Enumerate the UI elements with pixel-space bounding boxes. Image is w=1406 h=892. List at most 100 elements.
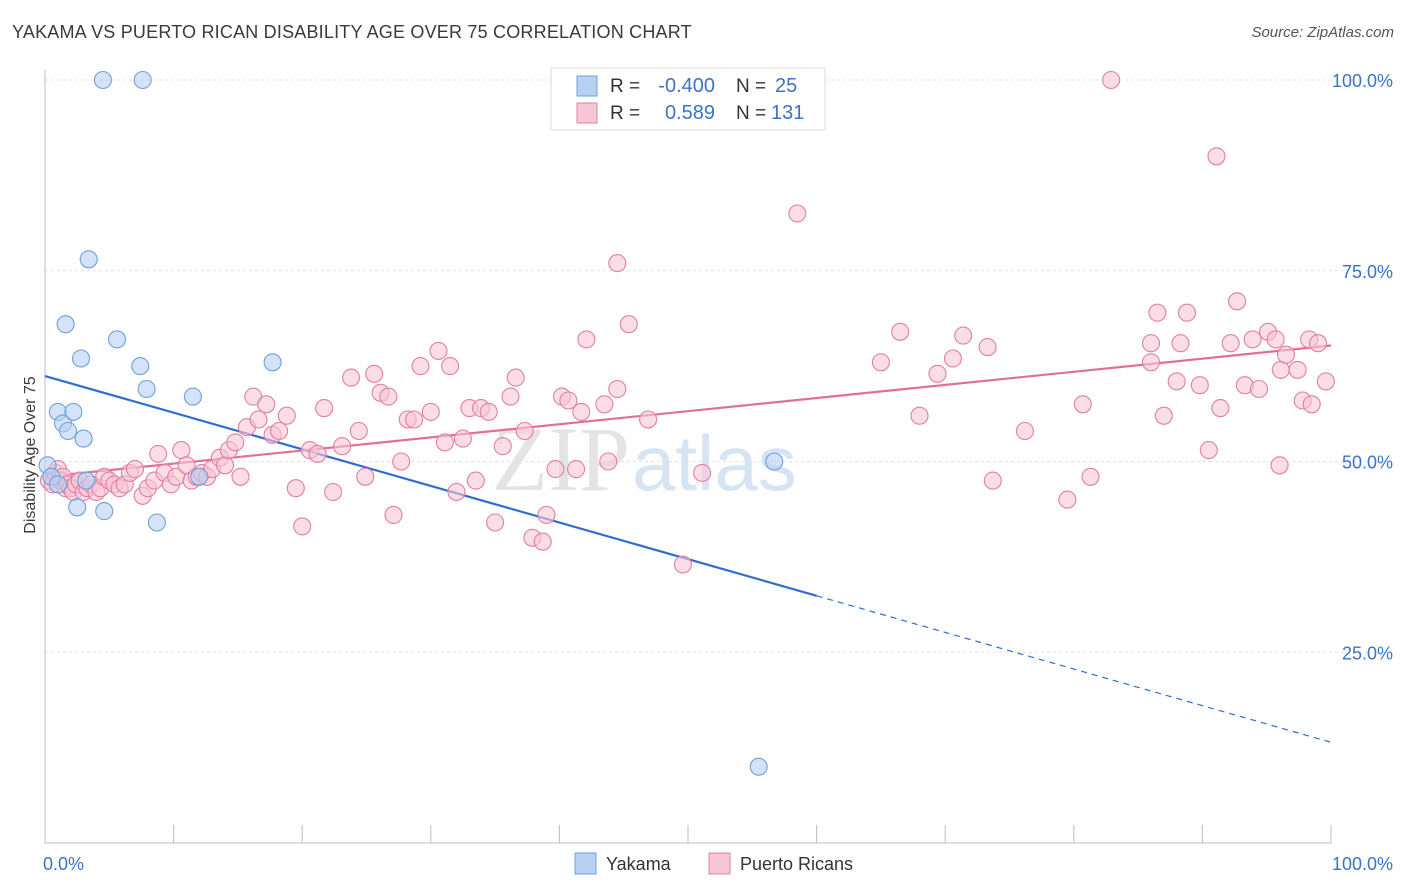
puerto-rican-point: [392, 452, 411, 471]
puerto-rican-point: [226, 433, 245, 452]
y-axis-label: Disability Age Over 75: [22, 376, 39, 534]
puerto-rican-point: [1167, 372, 1186, 391]
puerto-rican-point: [1141, 334, 1161, 353]
x-tick-labels: 0.0% 100.0%: [43, 854, 1393, 874]
puerto-rican-point: [466, 471, 485, 490]
yakama-point: [749, 757, 768, 776]
puerto-rican-point: [379, 387, 398, 406]
puerto-rican-point: [1102, 70, 1121, 90]
puerto-rican-point: [1141, 353, 1161, 372]
y-tick-label: 100.0%: [1332, 71, 1393, 91]
yakama-point: [263, 353, 282, 372]
puerto-rican-point: [1199, 441, 1218, 460]
puerto-rican-point: [1288, 360, 1307, 379]
grid-lines: [45, 79, 1393, 653]
puerto-rican-point: [608, 379, 627, 399]
puerto-rican-point: [928, 364, 947, 383]
puerto-rican-point: [333, 437, 352, 456]
puerto-rican-point: [639, 410, 658, 429]
puerto-rican-point: [349, 421, 368, 441]
puerto-rican-point: [405, 410, 424, 429]
y-tick-label: 25.0%: [1342, 643, 1393, 663]
stats-swatch-puerto-ricans: [576, 102, 598, 124]
x-tick-label: 0.0%: [43, 854, 84, 874]
puerto-rican-point: [149, 444, 168, 463]
yakama-point: [64, 402, 83, 421]
puerto-rican-point: [1171, 334, 1190, 353]
yakama-point: [147, 513, 166, 532]
stats-r-value-1: -0.400: [658, 75, 715, 97]
puerto-rican-point: [257, 395, 276, 414]
puerto-rican-point: [1058, 490, 1077, 509]
puerto-rican-trend-line: [44, 344, 1332, 478]
puerto-rican-point: [871, 353, 890, 372]
puerto-rican-point: [1266, 330, 1285, 349]
puerto-rican-point: [493, 437, 512, 456]
puerto-rican-point: [215, 456, 235, 475]
stats-n-value-1: 25: [775, 75, 797, 97]
yakama-point: [77, 471, 96, 490]
puerto-rican-point: [429, 341, 448, 360]
puerto-rican-point: [453, 429, 472, 448]
puerto-rican-point: [356, 467, 375, 486]
yakama-point: [71, 349, 91, 368]
puerto-rican-point: [249, 410, 268, 429]
yakama-trend-extension: [816, 595, 1332, 743]
puerto-rican-point: [1081, 467, 1100, 486]
puerto-rican-point: [788, 204, 807, 223]
yakama-point: [131, 357, 150, 376]
puerto-rican-point: [533, 532, 552, 551]
puerto-rican-point: [673, 555, 692, 574]
y-tick-label: 75.0%: [1342, 262, 1393, 282]
puerto-rican-point: [435, 433, 454, 452]
puerto-rican-point: [501, 387, 520, 406]
puerto-rican-point: [954, 326, 973, 345]
puerto-rican-point: [1302, 395, 1321, 414]
yakama-point: [93, 70, 112, 90]
puerto-rican-point: [342, 368, 361, 387]
puerto-rican-point: [277, 406, 296, 425]
stats-r-label-2: R =: [610, 103, 640, 124]
puerto-rican-point: [983, 471, 1002, 490]
puerto-rican-point: [1316, 372, 1335, 391]
puerto-rican-point: [411, 357, 430, 376]
puerto-rican-point: [910, 406, 929, 425]
puerto-rican-point: [1177, 303, 1197, 322]
puerto-rican-point: [1148, 303, 1167, 322]
yakama-point: [68, 498, 87, 517]
puerto-rican-point: [1276, 345, 1296, 364]
puerto-rican-point: [286, 479, 305, 498]
puerto-rican-point: [608, 254, 627, 273]
stats-n-label-2: N =: [736, 103, 766, 124]
puerto-rican-point: [293, 517, 312, 536]
puerto-rican-point: [1015, 421, 1034, 441]
legend-swatch-puerto-ricans: [708, 852, 731, 875]
puerto-rican-point: [1243, 330, 1262, 349]
puerto-rican-point: [1309, 334, 1328, 353]
puerto-rican-point: [506, 368, 525, 387]
puerto-rican-point: [1073, 395, 1092, 414]
stats-swatch-yakama: [576, 75, 598, 97]
yakama-point: [48, 475, 67, 494]
puerto-rican-point: [1211, 399, 1230, 418]
puerto-rican-point: [537, 505, 556, 524]
stats-n-label-1: N =: [736, 76, 766, 97]
yakama-point: [137, 379, 156, 399]
puerto-rican-point: [577, 330, 596, 349]
puerto-rican-point: [1207, 147, 1226, 166]
yakama-point: [107, 330, 127, 349]
puerto-rican-point: [308, 444, 327, 463]
puerto-rican-point: [567, 460, 586, 479]
legend-label-puerto-ricans: Puerto Ricans: [740, 854, 853, 874]
puerto-rican-point: [943, 349, 962, 368]
puerto-rican-point: [559, 391, 578, 410]
puerto-rican-point: [1154, 406, 1173, 425]
yakama-point: [79, 250, 98, 269]
puerto-rican-point: [1190, 376, 1209, 395]
puerto-rican-point: [421, 402, 440, 421]
puerto-rican-point: [572, 402, 591, 421]
stats-r-label-1: R =: [610, 76, 640, 97]
yakama-point: [56, 315, 75, 334]
stats-n-value-2: 131: [771, 102, 804, 124]
